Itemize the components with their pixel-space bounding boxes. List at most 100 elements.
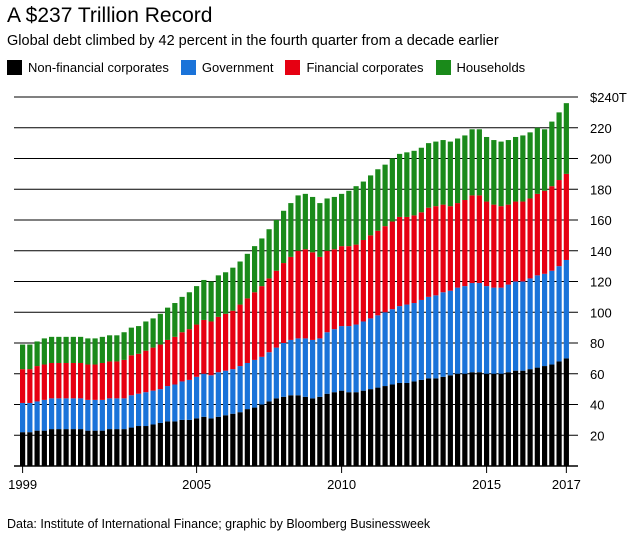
bar-segment — [273, 398, 279, 466]
bar-segment — [360, 181, 366, 240]
bar-segment — [107, 361, 113, 399]
bar-segment — [78, 336, 84, 363]
bar-segment — [201, 373, 207, 417]
bar-segment — [63, 429, 69, 466]
bar-segment — [20, 369, 26, 403]
bar-segment — [179, 419, 185, 466]
bar-segment — [201, 279, 207, 320]
bar-segment — [157, 389, 163, 423]
bar-segment — [107, 335, 113, 362]
bar-segment — [230, 369, 236, 414]
bar-segment — [339, 390, 345, 466]
bar-segment — [375, 315, 381, 388]
bar-segment — [520, 281, 526, 371]
bar-segment — [78, 429, 84, 466]
bar-segment — [49, 362, 55, 399]
bar-segment — [534, 127, 540, 194]
bar-segment — [223, 415, 229, 466]
bar-segment — [114, 398, 120, 430]
bar-segment — [186, 379, 192, 420]
chart-title: A $237 Trillion Record — [7, 4, 213, 27]
bar-segment — [237, 412, 243, 466]
bar-segment — [27, 432, 33, 466]
bar-segment — [237, 261, 243, 305]
bar-segment — [549, 364, 555, 466]
bar-segment — [302, 249, 308, 339]
legend-item-government: Government — [180, 60, 273, 75]
bar-segment — [513, 281, 519, 371]
bar-segment — [433, 378, 439, 466]
y-tick-label: 140 — [590, 244, 612, 259]
bar-segment — [20, 402, 26, 433]
bar-segment — [375, 169, 381, 231]
bar-segment — [27, 402, 33, 433]
y-tick-label: 200 — [590, 152, 612, 167]
bar-segment — [34, 430, 40, 466]
bar-segment — [324, 332, 330, 394]
legend-label: Non-financial corporates — [28, 60, 169, 75]
legend-swatch — [7, 60, 22, 75]
y-tick-label: 60 — [590, 367, 604, 382]
y-tick-label: 160 — [590, 213, 612, 228]
bar-segment — [563, 259, 569, 359]
bar-segment — [273, 220, 279, 271]
bar-segment — [404, 304, 410, 383]
bar-segment — [505, 372, 511, 466]
bar-segment — [447, 290, 453, 376]
bar-segment — [404, 216, 410, 305]
bar-segment — [556, 180, 562, 267]
bar-segment — [491, 287, 497, 374]
bar-segment — [259, 286, 265, 357]
bar-segment — [476, 195, 482, 284]
bar-segment — [484, 286, 490, 374]
bar-segment — [208, 418, 214, 466]
bar-segment — [223, 272, 229, 314]
bar-segment — [136, 353, 142, 394]
bar-segment — [266, 229, 272, 279]
bar-segment — [484, 201, 490, 287]
bar-segment — [353, 392, 359, 466]
bar-segment — [165, 421, 171, 466]
bar-segment — [230, 310, 236, 370]
bar-segment — [513, 136, 519, 202]
bar-segment — [266, 352, 272, 402]
bar-segment — [397, 306, 403, 383]
bar-segment — [114, 335, 120, 362]
bar-segment — [201, 319, 207, 374]
bar-segment — [426, 143, 432, 208]
bar-segment — [455, 287, 461, 374]
legend-swatch — [435, 60, 451, 75]
bar-segment — [121, 398, 127, 430]
bar-segment — [273, 347, 279, 399]
bar-segment — [85, 430, 91, 466]
bar-segment — [252, 246, 258, 293]
bar-segment — [368, 389, 374, 466]
legend-label: Households — [456, 60, 526, 75]
bar-segment — [136, 326, 142, 354]
bar-segment — [150, 347, 156, 391]
y-tick-label: 20 — [590, 428, 604, 443]
bar-segment — [556, 266, 562, 362]
bar-segment — [389, 309, 395, 385]
bar-segment — [469, 372, 475, 466]
x-tick-label: 1999 — [8, 477, 37, 492]
bar-segment — [230, 267, 236, 311]
bar-segment — [136, 393, 142, 427]
bar-segment — [56, 429, 62, 466]
legend-item-financial: Financial corporates — [285, 60, 424, 75]
bar-segment — [498, 373, 504, 466]
bar-segment — [34, 366, 40, 402]
bar-segment — [259, 404, 265, 466]
bar-segment — [179, 332, 185, 382]
bar-segment — [534, 367, 540, 466]
bar-segment — [295, 338, 301, 396]
bar-segment — [513, 201, 519, 282]
bar-segment — [426, 296, 432, 379]
bar-segment — [418, 147, 424, 213]
bar-segment — [20, 432, 26, 466]
bar-segment — [302, 193, 308, 250]
bar-segment — [107, 429, 113, 466]
bar-segment — [339, 246, 345, 327]
bar-segment — [295, 395, 301, 466]
bar-segment — [491, 373, 497, 466]
